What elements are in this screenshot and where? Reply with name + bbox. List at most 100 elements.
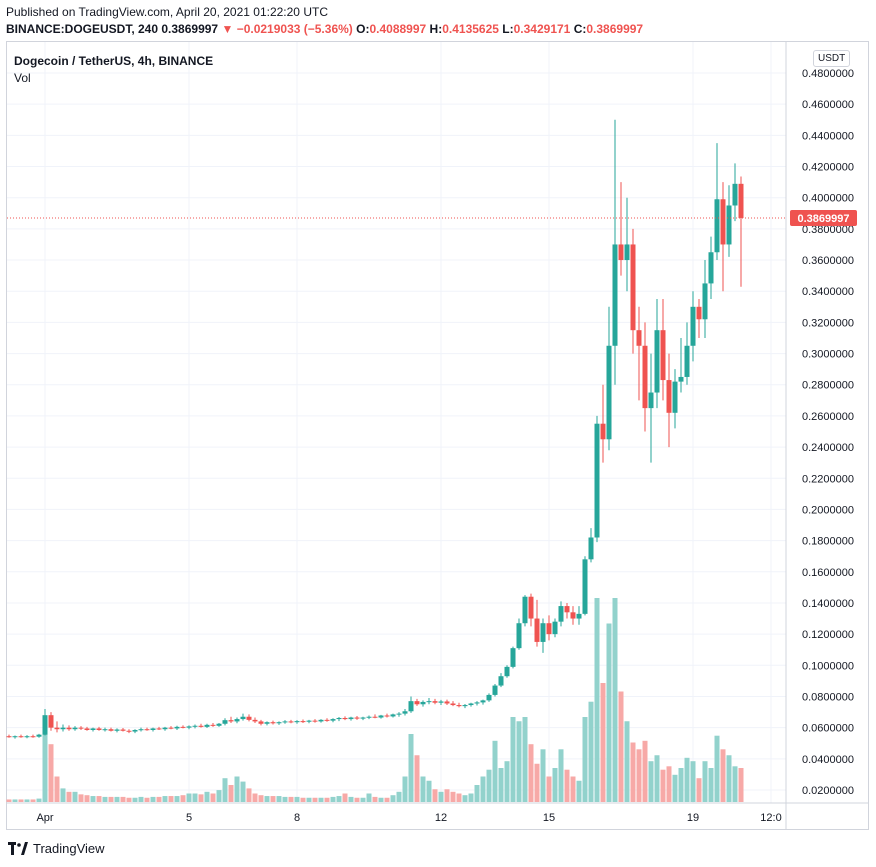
candle-body[interactable]: [426, 701, 432, 703]
candle-body[interactable]: [372, 716, 378, 718]
candle-body[interactable]: [288, 721, 294, 723]
candle-body[interactable]: [162, 727, 168, 730]
candle-body[interactable]: [48, 715, 54, 728]
candle-body[interactable]: [666, 380, 672, 413]
candle-body[interactable]: [114, 729, 120, 731]
candle-body[interactable]: [564, 606, 570, 613]
candle-body[interactable]: [60, 727, 66, 730]
candle-body[interactable]: [324, 719, 330, 721]
candle-body[interactable]: [450, 703, 456, 706]
candle-body[interactable]: [300, 721, 306, 723]
candle-body[interactable]: [258, 721, 264, 724]
candle-body[interactable]: [420, 701, 426, 705]
candle-body[interactable]: [312, 720, 318, 722]
candle-body[interactable]: [384, 715, 390, 717]
candle-body[interactable]: [54, 727, 60, 730]
candle-body[interactable]: [222, 720, 228, 724]
candle-body[interactable]: [582, 559, 588, 614]
candle-body[interactable]: [108, 729, 114, 731]
candle-body[interactable]: [270, 722, 276, 724]
candle-body[interactable]: [606, 345, 612, 440]
candle-body[interactable]: [678, 376, 684, 382]
candle-body[interactable]: [30, 736, 36, 738]
candle-body[interactable]: [588, 537, 594, 560]
candle-body[interactable]: [624, 244, 630, 261]
candle-body[interactable]: [612, 244, 618, 346]
candle-body[interactable]: [696, 306, 702, 320]
candle-body[interactable]: [654, 330, 660, 393]
candle-body[interactable]: [342, 717, 348, 720]
candle-body[interactable]: [216, 723, 222, 726]
candle-body[interactable]: [498, 676, 504, 686]
candle-body[interactable]: [642, 345, 648, 409]
candle-body[interactable]: [252, 719, 258, 722]
candle-body[interactable]: [18, 736, 24, 738]
candle-body[interactable]: [522, 596, 528, 624]
candle-body[interactable]: [348, 717, 354, 720]
candle-body[interactable]: [684, 345, 690, 377]
candle-body[interactable]: [486, 694, 492, 701]
candle-body[interactable]: [174, 726, 180, 729]
currency-badge[interactable]: USDT: [813, 50, 851, 67]
candle-body[interactable]: [720, 199, 726, 245]
candle-body[interactable]: [630, 244, 636, 331]
candle-body[interactable]: [282, 721, 288, 723]
candle-body[interactable]: [408, 701, 414, 712]
candle-body[interactable]: [462, 705, 468, 707]
candle-body[interactable]: [156, 728, 162, 730]
candle-body[interactable]: [390, 714, 396, 717]
candle-body[interactable]: [732, 183, 738, 206]
candle-body[interactable]: [120, 729, 126, 731]
candle-body[interactable]: [66, 727, 72, 730]
candle-body[interactable]: [618, 244, 624, 261]
candle-body[interactable]: [204, 724, 210, 727]
candle-body[interactable]: [456, 705, 462, 707]
candle-body[interactable]: [150, 728, 156, 730]
candle-body[interactable]: [414, 701, 420, 705]
candle-body[interactable]: [192, 725, 198, 727]
candle-body[interactable]: [528, 596, 534, 619]
candle-body[interactable]: [480, 700, 486, 703]
candle-body[interactable]: [132, 729, 138, 732]
candle-body[interactable]: [264, 722, 270, 724]
candle-body[interactable]: [306, 720, 312, 722]
candle-body[interactable]: [210, 724, 216, 726]
candle-body[interactable]: [90, 728, 96, 730]
candle-body[interactable]: [402, 711, 408, 714]
candle-body[interactable]: [594, 423, 600, 538]
candle-body[interactable]: [144, 729, 150, 731]
candle-body[interactable]: [84, 728, 90, 730]
candle-body[interactable]: [240, 716, 246, 720]
candle-body[interactable]: [540, 623, 546, 642]
candle-body[interactable]: [690, 306, 696, 346]
candle-body[interactable]: [708, 252, 714, 284]
candle-body[interactable]: [504, 666, 510, 677]
candle-body[interactable]: [228, 720, 234, 722]
candle-body[interactable]: [648, 392, 654, 409]
candle-body[interactable]: [534, 618, 540, 642]
candle-body[interactable]: [360, 717, 366, 719]
candle-body[interactable]: [354, 717, 360, 719]
candle-body[interactable]: [558, 606, 564, 622]
candle-body[interactable]: [168, 727, 174, 729]
candle-body[interactable]: [468, 703, 474, 706]
candle-body[interactable]: [660, 330, 666, 381]
candle-body[interactable]: [198, 725, 204, 727]
candle-body[interactable]: [42, 715, 48, 735]
candle-body[interactable]: [246, 716, 252, 720]
candle-body[interactable]: [510, 648, 516, 667]
candle-body[interactable]: [234, 719, 240, 722]
candle-body[interactable]: [72, 727, 78, 730]
candle-body[interactable]: [576, 613, 582, 619]
candle-body[interactable]: [552, 621, 558, 635]
candle-body[interactable]: [336, 717, 342, 720]
candle-body[interactable]: [126, 730, 132, 732]
candle-body[interactable]: [318, 719, 324, 722]
candle-body[interactable]: [24, 736, 30, 738]
candle-body[interactable]: [516, 623, 522, 649]
candle-body[interactable]: [492, 685, 498, 695]
candle-body[interactable]: [294, 721, 300, 723]
candle-body[interactable]: [474, 702, 480, 704]
candle-body[interactable]: [546, 623, 552, 635]
